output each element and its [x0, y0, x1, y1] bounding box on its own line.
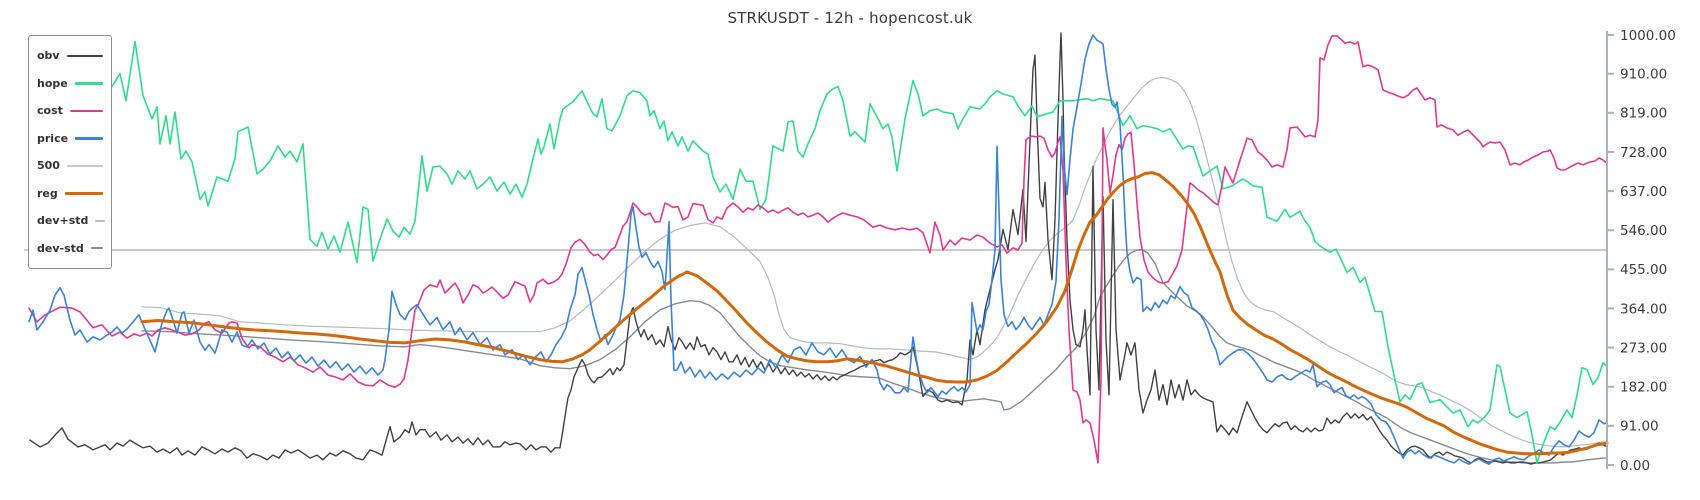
series-line-reg [140, 171, 1609, 456]
legend-label-500: 500 [37, 159, 60, 173]
legend-line-swatch-reg [64, 191, 103, 195]
legend-label-reg: reg [37, 186, 58, 200]
y-axis-tick-label: 182.00 [1620, 380, 1667, 396]
y-axis-tick-label: 273.00 [1620, 340, 1667, 356]
y-axis-tick-label: 819.00 [1620, 106, 1667, 122]
y-axis-tick-label: 728.00 [1620, 145, 1667, 161]
legend-line-swatch-price [75, 137, 103, 140]
legend-line-swatch-dev+std [95, 220, 106, 222]
y-axis-tick-label: 364.00 [1620, 301, 1667, 317]
y-axis-tick-label: 91.00 [1620, 419, 1659, 435]
series-line-dev-std [141, 248, 1608, 464]
legend-label-cost: cost [37, 104, 63, 118]
legend-item-reg: reg [37, 180, 103, 208]
y-axis-tick-label: 637.00 [1620, 184, 1667, 200]
legend-label-obv: obv [37, 49, 60, 63]
y-axis-tick-label: 0.00 [1620, 458, 1650, 474]
series-line-price [28, 34, 1608, 465]
legend-item-dev+std: dev+std [37, 207, 106, 235]
y-axis-tick-label: 910.00 [1620, 67, 1667, 83]
legend-label-hope: hope [37, 76, 68, 90]
series-line-hope [111, 40, 1608, 464]
legend-line-swatch-dev-std [90, 247, 103, 250]
legend-line-swatch-obv [66, 54, 103, 57]
legend-line-swatch-cost [69, 109, 103, 112]
legend-item-dev-std: dev-std [37, 235, 103, 263]
legend-line-swatch-500 [66, 164, 103, 167]
series-line-dev+std [141, 76, 1608, 448]
legend-label-price: price [37, 131, 69, 145]
y-axis-tick-label: 1000.00 [1620, 28, 1676, 44]
y-axis-tick-label: 546.00 [1620, 223, 1667, 239]
legend-label-dev+std: dev+std [37, 214, 89, 228]
y-axis-tick-label: 455.00 [1620, 262, 1667, 278]
legend-line-swatch-hope [74, 82, 103, 85]
legend-item-hope: hope [37, 70, 103, 98]
legend: obv hope cost price 500 reg dev+std dev-std [28, 35, 112, 269]
chart-title: STRKUSDT - 12h - hopencost.uk [727, 9, 973, 27]
series-line-cost [28, 35, 1608, 464]
legend-item-500: 500 [37, 152, 103, 180]
series-line-obv [29, 32, 1608, 465]
legend-item-price: price [37, 125, 103, 153]
legend-label-dev-std: dev-std [37, 241, 84, 255]
legend-item-obv: obv [37, 42, 103, 70]
legend-item-cost: cost [37, 97, 103, 125]
